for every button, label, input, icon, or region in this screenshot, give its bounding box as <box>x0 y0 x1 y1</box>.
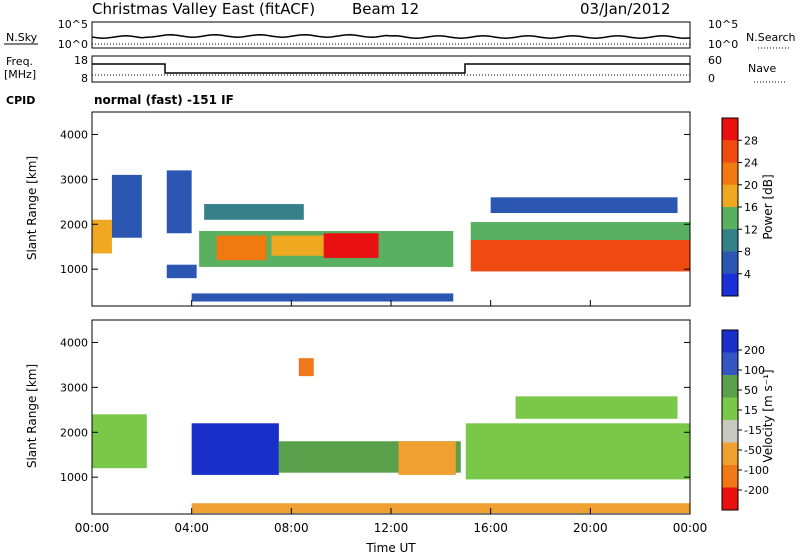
noise-right-tick-high: 10^5 <box>708 18 738 31</box>
power-band-9 <box>191 293 454 302</box>
power-band-6 <box>271 235 324 256</box>
velocity-panel: 4000 3000 2000 1000 Slant Range [km] 00:00 0… <box>25 300 707 554</box>
velocity-cells <box>92 358 690 514</box>
power-y-tick-label: 3000 <box>60 173 88 186</box>
velocity-y-tick-label: 1000 <box>60 471 88 484</box>
x-tick-label: 04:00 <box>174 521 209 535</box>
x-tick-label: 00:00 <box>673 521 708 535</box>
power-colorbar: 28 24 20 16 12 8 4 Power [dB] <box>721 117 775 297</box>
colorbar-cell <box>722 251 738 275</box>
x-tick-label: 16:00 <box>473 521 508 535</box>
power-band-8 <box>204 204 304 220</box>
frequency-trace <box>92 63 690 74</box>
power-band-11 <box>470 222 690 240</box>
colorbar-cell <box>722 184 738 208</box>
velocity-band-6 <box>465 423 690 480</box>
x-tick-label: 12:00 <box>374 521 409 535</box>
noise-left-tick-high: 10^5 <box>58 18 88 31</box>
noise-left-tick-low: 10^0 <box>58 38 88 51</box>
velocity-y-tick-label: 4000 <box>60 336 88 349</box>
noise-panel: N.Sky 10^5 10^0 10^5 10^0 N.Search <box>4 18 796 51</box>
nave-tick-low: 0 <box>708 72 715 85</box>
colorbar-tick-label: -100 <box>744 464 769 477</box>
freq-label-1: Freq. <box>6 55 33 68</box>
power-y-axis-label: Slant Range [km] <box>25 156 39 260</box>
colorbar-cell <box>722 162 738 186</box>
freq-tick-high: 18 <box>74 54 88 67</box>
colorbar-tick-label: -200 <box>744 484 769 497</box>
x-tick-label: 00:00 <box>75 521 110 535</box>
colorbar-cell <box>722 487 738 511</box>
colorbar-cell <box>722 140 738 163</box>
power-band-10 <box>470 239 690 272</box>
date-label: 03/Jan/2012 <box>580 0 671 18</box>
station-title: Christmas Valley East (fitACF) <box>92 0 315 18</box>
noise-sky-trace <box>91 34 691 39</box>
colorbar-tick-label: -15 <box>744 424 762 437</box>
noise-left-label: N.Sky <box>6 31 38 44</box>
power-y-tick-label: 4000 <box>60 128 88 141</box>
velocity-band-3 <box>398 441 456 475</box>
colorbar-tick-label: 12 <box>744 223 758 236</box>
power-panel: 4000 3000 2000 1000 Slant Range [km] <box>25 111 691 307</box>
colorbar-cell <box>722 375 738 398</box>
colorbar-tick-label: 20 <box>744 179 758 192</box>
power-band-1 <box>111 174 142 238</box>
power-cells <box>92 170 690 302</box>
x-axis-label: Time UT <box>365 541 416 554</box>
beam-label: Beam 12 <box>352 0 419 18</box>
colorbar-tick-label: 4 <box>744 268 751 281</box>
velocity-colorbar: 200 100 50 15 -15 -50 -100 -200 Velocity [m s⁻¹… <box>721 329 775 511</box>
frequency-panel: Freq. [MHz] 18 8 60 0 Nave <box>4 54 786 85</box>
velocity-band-5 <box>191 503 690 514</box>
velocity-y-tick-label: 2000 <box>60 426 88 439</box>
colorbar-tick-label: 8 <box>744 246 751 259</box>
colorbar-tick-label: 15 <box>744 404 758 417</box>
noise-right-tick-low: 10^0 <box>708 38 738 51</box>
velocity-y-axis-label: Slant Range [km] <box>25 364 39 468</box>
power-band-2 <box>166 170 192 234</box>
velocity-band-4 <box>298 358 314 377</box>
colorbar-tick-label: 100 <box>744 364 765 377</box>
velocity-band-1 <box>191 423 279 475</box>
colorbar-tick-label: 24 <box>744 157 758 170</box>
colorbar-cell <box>722 229 738 252</box>
colorbar-cell <box>722 397 738 421</box>
colorbar-cell <box>722 207 738 230</box>
velocity-colorbar-label: Velocity [m s⁻¹] <box>761 369 775 462</box>
cpid-text: normal (fast) -151 IF <box>94 93 234 107</box>
power-band-7 <box>323 233 379 258</box>
cpid-label: CPID <box>6 94 35 107</box>
colorbar-tick-label: 200 <box>744 344 765 357</box>
power-band-3 <box>166 264 197 279</box>
power-band-5 <box>216 235 267 261</box>
nave-tick-high: 60 <box>708 54 722 67</box>
velocity-y-tick-label: 3000 <box>60 381 88 394</box>
freq-tick-low: 8 <box>81 72 88 85</box>
colorbar-cell <box>722 465 738 488</box>
colorbar-cell <box>722 273 738 297</box>
velocity-band-7 <box>515 396 678 419</box>
noise-right-label: N.Search <box>746 31 796 44</box>
freq-label-2: [MHz] <box>4 68 36 81</box>
power-band-12 <box>490 197 678 214</box>
power-y-tick-label: 1000 <box>60 263 88 276</box>
colorbar-tick-label: 16 <box>744 201 758 214</box>
x-tick-label: 08:00 <box>274 521 309 535</box>
nave-label: Nave <box>748 62 776 75</box>
colorbar-cell <box>722 442 738 466</box>
colorbar-cell <box>722 352 738 376</box>
colorbar-cell <box>722 118 738 141</box>
x-tick-label: 20:00 <box>573 521 608 535</box>
colorbar-tick-label: -50 <box>744 444 762 457</box>
power-band-0 <box>92 219 112 254</box>
velocity-band-0 <box>92 414 147 469</box>
colorbar-cell <box>722 420 738 443</box>
colorbar-tick-label: 50 <box>744 384 758 397</box>
power-colorbar-label: Power [dB] <box>761 174 775 239</box>
colorbar-cell <box>722 330 738 353</box>
colorbar-tick-label: 28 <box>744 134 758 147</box>
power-y-tick-label: 2000 <box>60 218 88 231</box>
